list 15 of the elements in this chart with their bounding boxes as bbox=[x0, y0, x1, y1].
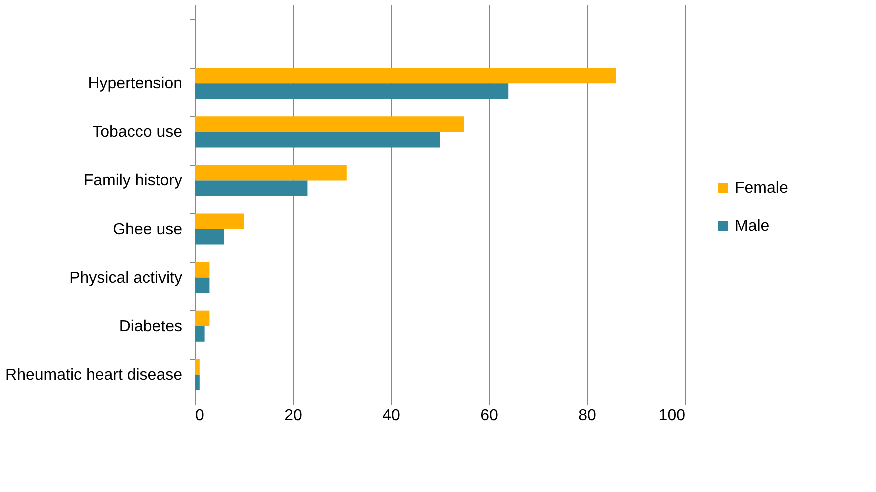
legend-label: Female bbox=[735, 180, 788, 197]
y-tick-label: Rheumatic heart disease bbox=[6, 366, 183, 384]
x-tick-label: 40 bbox=[382, 408, 400, 424]
y-tick-label: Hypertension bbox=[88, 76, 182, 93]
y-tick-label: Ghee use bbox=[113, 221, 183, 238]
x-tick-label: 100 bbox=[658, 408, 686, 424]
x-tick-label: 0 bbox=[196, 408, 204, 424]
x-tick-label: 20 bbox=[284, 408, 302, 424]
y-tick-label: Physical activity bbox=[70, 270, 182, 287]
y-tick-label: Tobacco use bbox=[92, 124, 183, 142]
x-tick-label: 80 bbox=[578, 408, 596, 424]
y-tick-label: Family history bbox=[84, 172, 182, 190]
legend-label: Male bbox=[735, 218, 770, 235]
y-tick-label: Diabetes bbox=[119, 318, 182, 336]
x-tick-label: 60 bbox=[480, 408, 498, 424]
